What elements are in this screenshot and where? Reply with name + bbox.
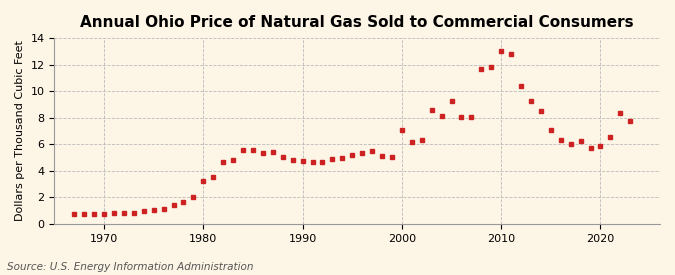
Y-axis label: Dollars per Thousand Cubic Feet: Dollars per Thousand Cubic Feet [15, 40, 25, 221]
Title: Annual Ohio Price of Natural Gas Sold to Commercial Consumers: Annual Ohio Price of Natural Gas Sold to… [80, 15, 634, 30]
Text: Source: U.S. Energy Information Administration: Source: U.S. Energy Information Administ… [7, 262, 253, 272]
